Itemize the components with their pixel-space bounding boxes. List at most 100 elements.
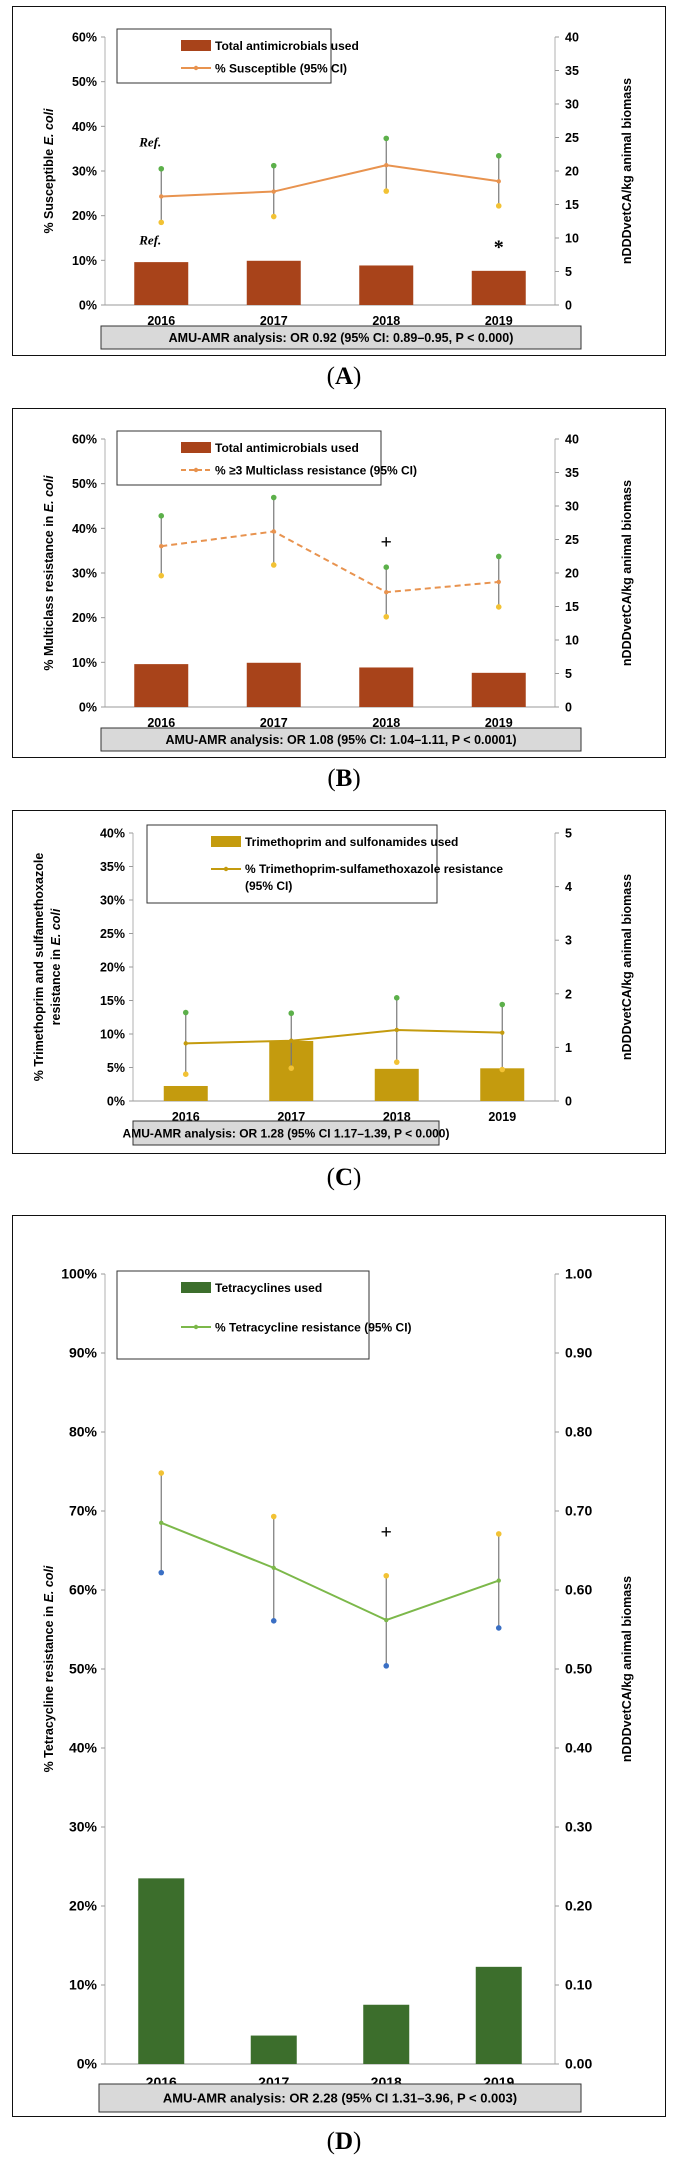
annotation: + — [381, 1522, 392, 1544]
ci-lower-marker — [158, 572, 165, 579]
left-tick-label: 10% — [72, 656, 97, 670]
ci-lower-marker — [383, 613, 390, 620]
footer-box — [100, 325, 582, 350]
annotation: * — [494, 237, 504, 259]
ci-lower-marker — [158, 219, 165, 226]
right-tick-label: 5 — [565, 827, 572, 841]
right-tick-label: 0.80 — [565, 1424, 592, 1440]
left-tick-label: 10% — [69, 1977, 98, 1993]
right-tick-label: 5 — [565, 265, 572, 279]
left-tick-label: 0% — [107, 1095, 125, 1109]
right-axis-label: nDDDvetCA/kg animal biomass — [620, 78, 634, 264]
series-line — [160, 1521, 500, 1622]
x-tick-label: 2017 — [260, 314, 288, 328]
left-tick-label: 5% — [107, 1061, 125, 1075]
right-tick-label: 3 — [565, 934, 572, 948]
bar-2018 — [374, 1068, 419, 1101]
left-tick-label: 40% — [72, 522, 97, 536]
ci-upper-marker — [383, 564, 390, 570]
ci-upper-marker — [158, 1470, 165, 1476]
panel-a-chart: 0% 10% 20% 30% 40% 50% 60% 0 5 10 15 20 25 30 35 40 % Su… — [12, 6, 666, 356]
right-tick-label: 0.50 — [565, 1661, 592, 1677]
right-tick-label: 40 — [565, 31, 579, 45]
legend-line-label: % Tetracycline resistance (95% CI) — [215, 1321, 412, 1335]
right-axis-label: nDDDvetCA/kg animal biomass — [620, 1576, 634, 1762]
x-tick-label: 2019 — [485, 716, 513, 730]
right-tick-label: 1.00 — [565, 1266, 592, 1282]
ci-upper-marker — [270, 1513, 277, 1520]
legend-bar-swatch — [211, 836, 241, 847]
right-tick-label: 35 — [565, 466, 579, 480]
ci-upper-marker — [383, 1572, 390, 1579]
right-axis-label: nDDDvetCA/kg animal biomass — [620, 480, 634, 666]
bar-2016 — [134, 664, 189, 707]
legend-box — [116, 28, 332, 84]
left-axis-label-line: % Trimethoprim and sulfamethoxazole — [32, 853, 46, 1082]
left-tick-label: 30% — [72, 567, 97, 581]
legend-line-label: % Trimethoprim-sulfamethoxazole resistan… — [245, 862, 503, 876]
left-tick-label: 30% — [72, 165, 97, 179]
right-tick-label: 0 — [565, 701, 572, 715]
ci-lower-marker — [383, 188, 390, 194]
bar-2019 — [475, 1966, 522, 2064]
x-tick-label: 2017 — [260, 716, 288, 730]
x-tick-label: 2019 — [485, 314, 513, 328]
left-tick-label: 50% — [69, 1661, 98, 1677]
line-point-2018 — [384, 162, 389, 168]
line-point-2017 — [271, 1565, 276, 1571]
line-point-2017 — [271, 189, 276, 194]
legend-line-label: % Susceptible (95% CI) — [215, 62, 347, 76]
ci-lower-marker — [270, 562, 277, 568]
legend-bar-swatch — [181, 1282, 211, 1293]
legend-bar-swatch — [181, 442, 211, 453]
ci-lower-marker — [495, 1625, 502, 1631]
footer-text: AMU-AMR analysis: OR 0.92 (95% CI: 0.89–… — [169, 331, 514, 345]
line-point-2018 — [384, 1617, 389, 1623]
left-tick-label: 10% — [100, 1028, 125, 1042]
annotation: + — [381, 531, 392, 553]
right-tick-label: 0 — [565, 299, 572, 313]
left-tick-label: 50% — [72, 477, 97, 491]
line-point-2018 — [384, 590, 389, 595]
ci-lower-marker — [393, 1059, 400, 1065]
panel-c-chart: 0% 5% 10% 15% 20% 25% 30% 35% 40% 0 1 2 3 4 5 % Trimeth… — [12, 810, 666, 1154]
legend-line-label: (95% CI) — [245, 879, 292, 893]
left-tick-label: 60% — [69, 1582, 98, 1598]
right-tick-label: 1 — [565, 1041, 572, 1055]
ci-lower-marker — [495, 203, 502, 209]
left-axis-label: % Susceptible E. coli — [42, 108, 56, 234]
legend-bar-label: Trimethoprim and sulfonamides used — [245, 835, 458, 849]
line-point-2016 — [159, 194, 164, 199]
bar-2018 — [359, 265, 414, 305]
ci-upper-marker — [495, 1531, 502, 1537]
panel-b-label: (B) — [327, 765, 361, 792]
right-tick-label: 2 — [565, 987, 572, 1001]
ci-lower-marker — [270, 1618, 277, 1624]
chart-svg-b: 0% 10% 20% 30% 40% 50% 60% 0 5 10 15 20 25 30 35 40 % Mu… — [42, 430, 634, 752]
series-line — [185, 1028, 503, 1045]
left-tick-label: 40% — [100, 827, 125, 841]
line-point-2016 — [183, 1041, 188, 1046]
ci-lower-marker — [158, 1569, 165, 1576]
legend-line-marker — [223, 866, 229, 872]
line-point-2017 — [271, 529, 276, 534]
ci-lower-marker — [383, 1663, 390, 1669]
panel-d-chart: 0% 10% 20% 30% 40% 50% 60% 70% 80% 90% 100% 0.00 0.1… — [12, 1215, 666, 2117]
line-point-2016 — [159, 544, 164, 549]
x-tick-label: 2019 — [488, 1110, 516, 1124]
left-tick-label: 60% — [72, 433, 97, 447]
ci-lower-marker — [270, 213, 277, 220]
right-tick-label: 20 — [565, 567, 579, 581]
legend-line-label: % ≥3 Multiclass resistance (95% CI) — [215, 464, 417, 478]
legend-bar-label: Total antimicrobials used — [215, 39, 359, 53]
right-tick-label: 0.30 — [565, 1819, 592, 1835]
left-tick-label: 0% — [77, 2056, 98, 2072]
right-tick-label: 10 — [565, 634, 579, 648]
right-tick-label: 4 — [565, 880, 572, 894]
legend-bar-swatch — [181, 40, 211, 51]
legend-line-marker — [193, 1324, 199, 1330]
ci-upper-marker — [495, 153, 502, 159]
right-tick-label: 0.60 — [565, 1582, 592, 1598]
left-tick-label: 100% — [61, 1266, 97, 1282]
right-tick-label: 0 — [565, 1095, 572, 1109]
